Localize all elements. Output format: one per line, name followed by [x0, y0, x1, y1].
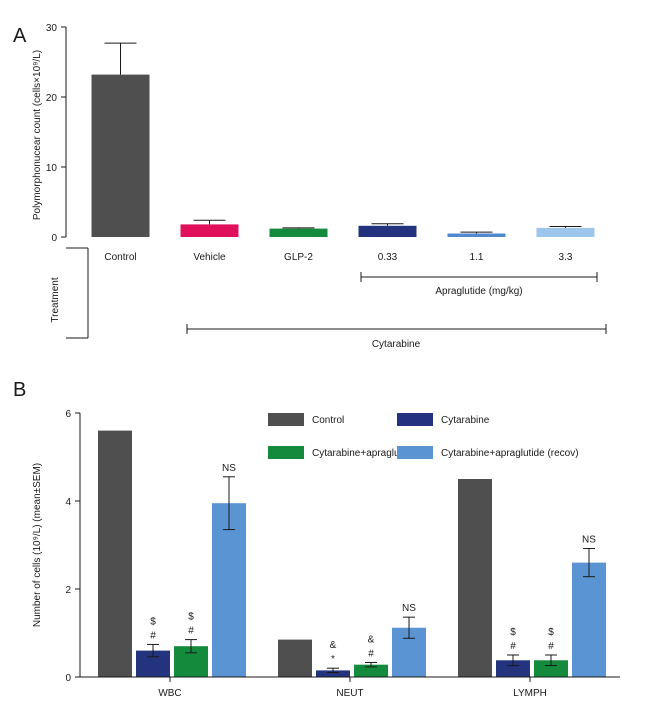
x-tick-label-1-1: 1.1	[470, 252, 484, 263]
significance-mark-lymph-cytarabine-apraglutide-recov: NS	[582, 535, 596, 546]
bar-neut-control	[278, 639, 312, 677]
significance-mark-neut-cytarabine-apraglutide: &	[368, 634, 375, 645]
bar-vehicle	[180, 224, 239, 237]
significance-mark-wbc-cytarabine-apraglutide-recov: NS	[222, 463, 236, 474]
panel-b-axes: 0 2 4 6 WBC NEUT LYMPH	[65, 409, 620, 699]
panel-b-legend: Control Cytarabine Cytarabine+apraglutide C…	[268, 413, 579, 459]
bar-lymph-cytarabine	[496, 660, 530, 677]
legend-swatch-cytarabine-apraglutide	[268, 446, 304, 459]
x-tick-label-control: Control	[104, 252, 136, 263]
x-tick-label-lymph: LYMPH	[513, 688, 547, 699]
panel-a-letter: A	[13, 25, 27, 47]
legend-label-cytarabine-apraglutide: Cytarabine+apraglutide	[312, 448, 416, 459]
treatment-label: Treatment	[50, 277, 61, 322]
significance-mark-wbc-cytarabine: $	[150, 616, 156, 627]
panel-b-y-axis-title: Number of cells (10⁹/L) (mean±SEM)	[32, 463, 43, 627]
significance-mark-wbc-cytarabine-apraglutide: $	[188, 612, 194, 623]
significance-mark-lymph-cytarabine-apraglutide: $	[548, 627, 554, 638]
panel-a-y-tick-label: 30	[46, 23, 58, 34]
panel-b-letter: B	[13, 379, 26, 401]
bar-1-1	[447, 233, 506, 237]
bar-3-3	[536, 227, 595, 237]
x-tick-label-vehicle: Vehicle	[193, 252, 226, 263]
significance-mark-neut-cytarabine: *	[331, 654, 335, 665]
bar-glp-2	[269, 228, 328, 237]
bar-wbc-cytarabine-apraglutide-recov	[212, 503, 246, 677]
bar-neut-cytarabine-apraglutide	[354, 664, 388, 677]
significance-mark-wbc-cytarabine: #	[150, 630, 156, 641]
significance-mark-neut-cytarabine: &	[330, 640, 337, 651]
significance-mark-neut-cytarabine-apraglutide: #	[368, 648, 374, 659]
significance-mark-wbc-cytarabine-apraglutide: #	[188, 626, 194, 637]
panel-b-y-tick-label: 2	[65, 585, 71, 596]
significance-mark-lymph-cytarabine: #	[510, 641, 516, 652]
panel-a-y-axis-title: Polymorphonucear count (cells×10⁹/L)	[32, 50, 43, 220]
panel-a-axes: 0 10 20 30 Control Vehicle GLP-2 0.33 1.1 3.3	[46, 23, 573, 263]
bar-lymph-control	[458, 479, 492, 677]
panel-b-y-tick-label: 4	[65, 497, 71, 508]
bar-0-33	[358, 225, 417, 237]
panel-b-bars: # $ # $ NS * & # & NS # $ # $ NS	[98, 430, 606, 677]
panel-b-y-tick-label: 6	[65, 409, 71, 420]
x-tick-label-wbc: WBC	[158, 688, 181, 699]
panel-a: A Polymorphonucear count (cells×10⁹/L) 0…	[13, 23, 607, 350]
x-tick-label-0-33: 0.33	[378, 252, 398, 263]
bar-lymph-cytarabine-apraglutide-recov	[572, 562, 606, 677]
panel-b: B Number of cells (10⁹/L) (mean±SEM) #$#…	[13, 379, 620, 699]
panel-a-bars	[91, 42, 595, 237]
x-tick-label-glp-2: GLP-2	[284, 252, 313, 263]
bar-wbc-control	[98, 430, 132, 677]
panel-a-y-tick-label: 20	[46, 93, 58, 104]
panel-a-y-tick-label: 10	[46, 163, 58, 174]
legend-label-cytarabine-apraglutide-recov: Cytarabine+apraglutide (recov)	[441, 448, 579, 459]
bar-lymph-cytarabine-apraglutide	[534, 660, 568, 677]
legend-label-cytarabine: Cytarabine	[441, 415, 490, 426]
legend-swatch-control	[268, 413, 304, 426]
panel-a-y-tick-label: 0	[51, 233, 57, 244]
x-tick-label-neut: NEUT	[336, 688, 363, 699]
significance-mark-lymph-cytarabine-apraglutide: #	[548, 641, 554, 652]
bar-control	[91, 74, 150, 237]
significance-mark-lymph-cytarabine: $	[510, 627, 516, 638]
significance-mark-neut-cytarabine-apraglutide-recov: NS	[402, 603, 416, 614]
legend-swatch-cytarabine-apraglutide-recov	[397, 446, 433, 459]
legend-label-control: Control	[312, 415, 344, 426]
panel-b-y-tick-label: 0	[65, 673, 71, 684]
cytarabine-label: Cytarabine	[372, 339, 421, 350]
apraglutide-label: Apraglutide (mg/kg)	[435, 286, 522, 297]
legend-swatch-cytarabine	[397, 413, 433, 426]
x-tick-label-3-3: 3.3	[559, 252, 573, 263]
bar-neut-cytarabine	[316, 670, 350, 677]
